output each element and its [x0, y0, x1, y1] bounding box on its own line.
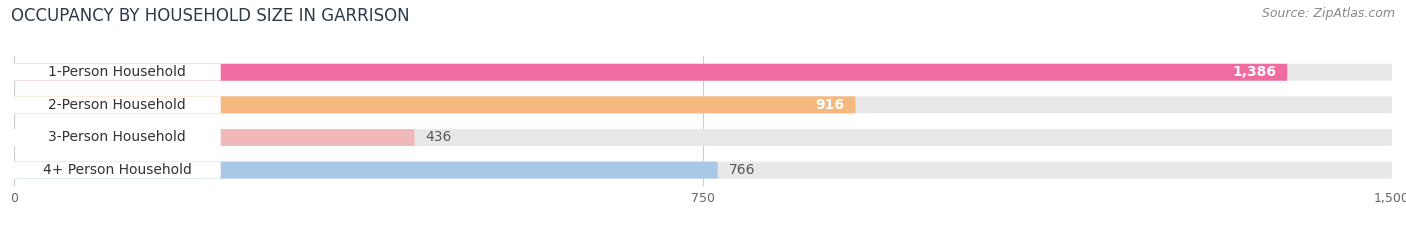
- Text: 4+ Person Household: 4+ Person Household: [42, 163, 191, 177]
- FancyBboxPatch shape: [14, 96, 855, 113]
- Text: OCCUPANCY BY HOUSEHOLD SIZE IN GARRISON: OCCUPANCY BY HOUSEHOLD SIZE IN GARRISON: [11, 7, 411, 25]
- FancyBboxPatch shape: [10, 96, 221, 113]
- Text: 3-Person Household: 3-Person Household: [48, 130, 186, 144]
- FancyBboxPatch shape: [14, 162, 717, 178]
- Text: 916: 916: [815, 98, 845, 112]
- FancyBboxPatch shape: [10, 129, 221, 146]
- Text: 1-Person Household: 1-Person Household: [48, 65, 186, 79]
- FancyBboxPatch shape: [14, 162, 1392, 178]
- Text: 436: 436: [426, 130, 451, 144]
- FancyBboxPatch shape: [14, 129, 1392, 146]
- FancyBboxPatch shape: [14, 129, 415, 146]
- Text: 1,386: 1,386: [1232, 65, 1277, 79]
- Text: Source: ZipAtlas.com: Source: ZipAtlas.com: [1261, 7, 1395, 20]
- FancyBboxPatch shape: [14, 96, 1392, 113]
- FancyBboxPatch shape: [14, 64, 1392, 81]
- FancyBboxPatch shape: [14, 64, 1288, 81]
- FancyBboxPatch shape: [10, 162, 221, 178]
- FancyBboxPatch shape: [10, 64, 221, 81]
- Text: 766: 766: [728, 163, 755, 177]
- Text: 2-Person Household: 2-Person Household: [48, 98, 186, 112]
